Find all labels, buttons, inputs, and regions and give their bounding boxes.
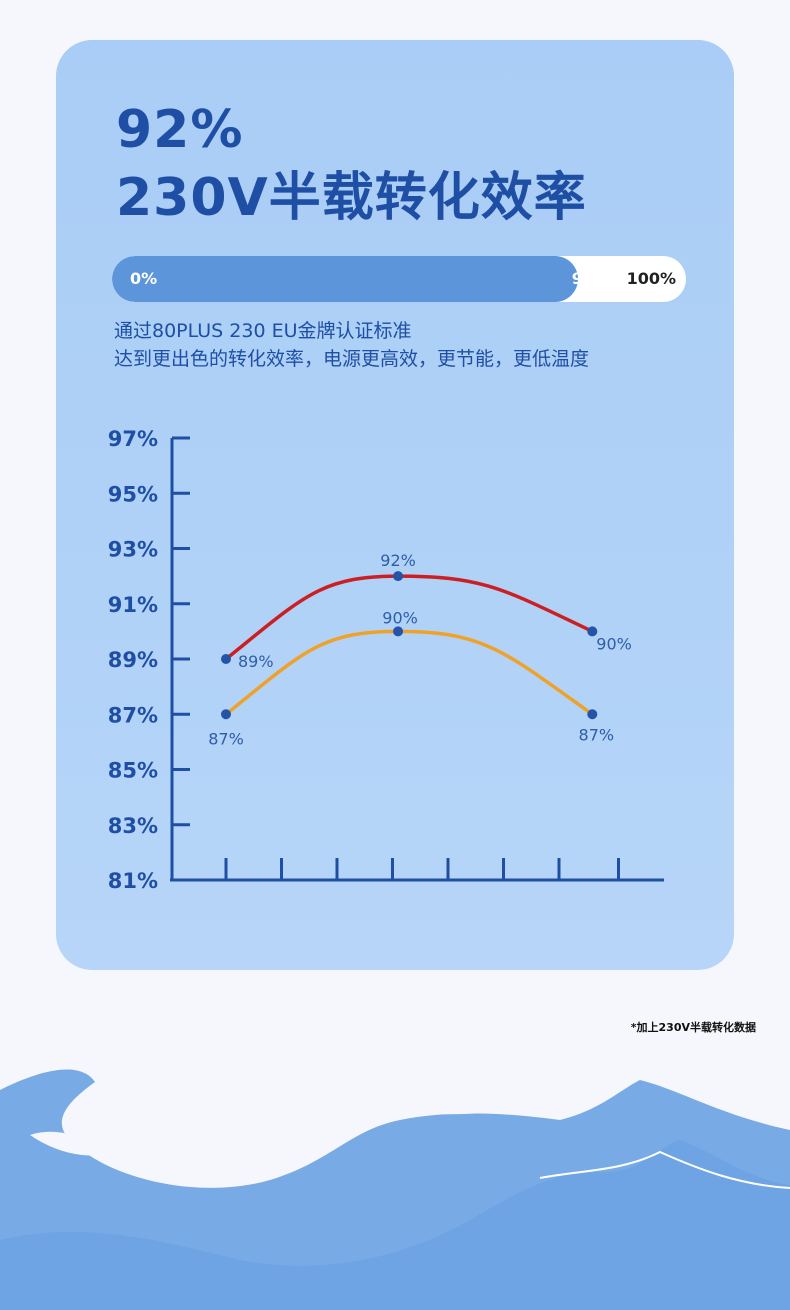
efficiency-card: [56, 40, 734, 970]
wave-crest-line: [539, 1150, 790, 1189]
y-tick-label: 89%: [108, 648, 158, 672]
progress-max-label: 100%: [626, 269, 676, 288]
data-point: [587, 626, 598, 637]
y-tick-label: 95%: [108, 482, 158, 506]
y-tick-label: 97%: [108, 427, 158, 451]
wave-glow: [250, 1270, 550, 1310]
wave-foam-small: [380, 1103, 510, 1115]
y-tick-label: 81%: [108, 869, 158, 893]
data-label: 87%: [208, 729, 244, 748]
y-tick-label: 85%: [108, 759, 158, 783]
data-label: 90%: [382, 608, 418, 627]
efficiency-progress-bar: 0% 92% 100%: [112, 256, 686, 302]
data-point: [393, 571, 404, 582]
progress-value-label: 92%: [571, 269, 610, 288]
efficiency-subtitle: 230V半载转化效率: [116, 168, 587, 228]
data-label: 92%: [380, 551, 416, 570]
y-tick-label: 93%: [108, 538, 158, 562]
description-line-2: 达到更出色的转化效率，电源更高效，更节能，更低温度: [114, 348, 590, 370]
data-point: [221, 709, 231, 720]
y-tick-label: 91%: [108, 593, 158, 617]
series-line-2: [224, 629, 595, 716]
wave-foam: [30, 1131, 110, 1156]
progress-fill: [112, 256, 579, 302]
efficiency-line-chart: 97% 95% 93% 91% 89% 87% 85% 83% 81% 89% 92% 90% 87% 9…: [108, 427, 664, 893]
data-point: [221, 654, 231, 664]
data-point: [393, 626, 404, 637]
data-label: 87%: [579, 725, 615, 744]
progress-start-label: 0%: [130, 269, 158, 288]
y-tick-label: 83%: [108, 814, 158, 838]
y-tick-label: 87%: [108, 703, 158, 727]
data-label: 90%: [596, 634, 632, 653]
wave-decoration: [0, 1069, 790, 1310]
efficiency-value: 92%: [116, 100, 244, 160]
description-line-1: 通过80PLUS 230 EU金牌认证标准: [114, 320, 412, 342]
footnote: *加上230V半载转化数据: [630, 1021, 756, 1034]
wave-front: [0, 1140, 790, 1310]
data-label: 89%: [238, 652, 274, 671]
data-point: [587, 709, 598, 720]
